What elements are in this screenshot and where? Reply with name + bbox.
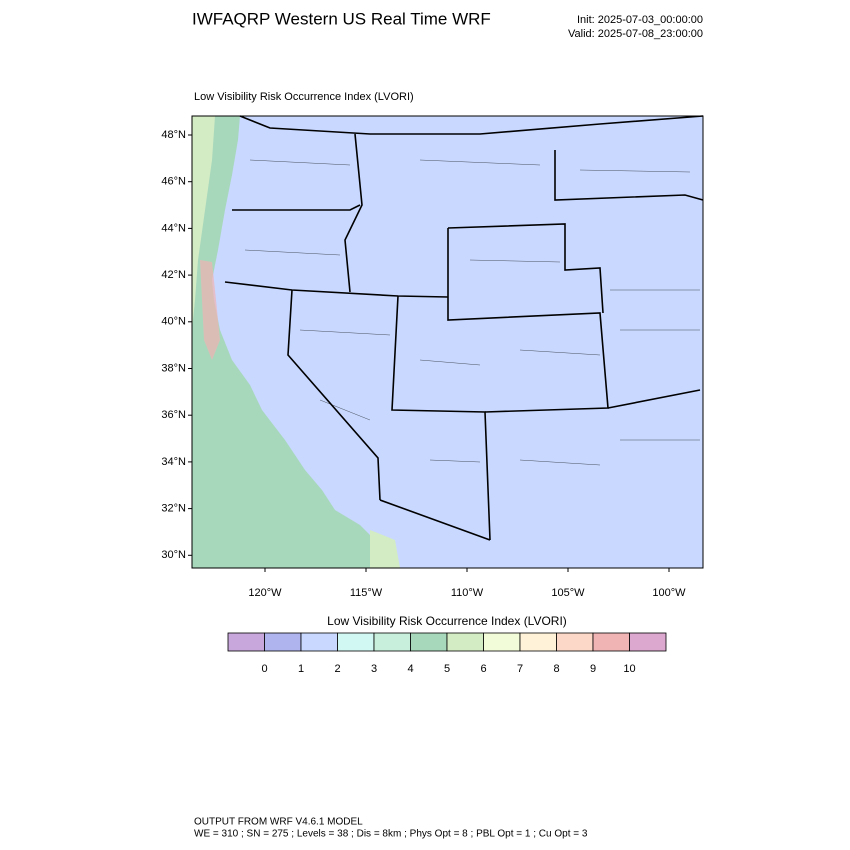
- colorbar: 0 1 2 3 4 5 6 7 8 9 10: [227, 632, 667, 675]
- colorbar-label: 2: [334, 663, 340, 675]
- baja-band: [370, 530, 400, 568]
- lat-label: 42°N: [161, 269, 186, 281]
- colorbar-box: [337, 632, 375, 652]
- lon-label: 120°W: [248, 587, 282, 599]
- lat-label: 32°N: [161, 503, 186, 515]
- colorbar-label: 8: [553, 663, 559, 675]
- coastal-band: [192, 116, 215, 330]
- colorbar-label: 10: [623, 663, 635, 675]
- lat-label: 44°N: [161, 222, 186, 234]
- colorbar-label: 4: [407, 663, 413, 675]
- colorbar-label: 9: [590, 663, 596, 675]
- lat-label: 46°N: [161, 176, 186, 188]
- state-borders: [224, 115, 704, 541]
- colorbar-label: 7: [517, 663, 523, 675]
- lon-label: 110°W: [451, 587, 484, 599]
- map-subtitle: Low Visibility Risk Occurrence Index (LV…: [194, 91, 414, 103]
- footer-line: OUTPUT FROM WRF V4.6.1 MODEL: [194, 817, 363, 828]
- lat-label: 34°N: [161, 456, 186, 468]
- colorbar-box: [227, 632, 265, 652]
- title: IWFAQRP Western US Real Time WRF: [192, 9, 491, 28]
- colorbar-box: [519, 632, 557, 652]
- colorbar-box: [373, 632, 411, 652]
- colorbar-box: [264, 632, 302, 652]
- axis-labels: 48°N 46°N 44°N 42°N 40°N 38°N 36°N 34°N 32°N 30°N…: [161, 129, 686, 599]
- colorbar-box: [446, 632, 484, 652]
- colorbar-box: [556, 632, 594, 652]
- valid-time: Valid: 2025-07-08_23:00:00: [568, 28, 703, 40]
- lon-label: 100°W: [652, 587, 686, 599]
- init-time: Init: 2025-07-03_00:00:00: [577, 14, 703, 26]
- lat-label: 36°N: [161, 409, 186, 421]
- lat-label: 48°N: [161, 129, 186, 141]
- ocean-fill: [192, 116, 380, 568]
- colorbar-box: [629, 632, 667, 652]
- map-frame: [191, 115, 704, 569]
- footer-line: WE = 310 ; SN = 275 ; Levels = 38 ; Dis …: [194, 829, 588, 840]
- lon-label: 115°W: [350, 587, 383, 599]
- colorbar-label: 1: [298, 663, 304, 675]
- map: [191, 115, 704, 569]
- county-borders: [244, 159, 700, 466]
- colorbar-box: [300, 632, 338, 652]
- colorbar-box: [592, 632, 630, 652]
- colorbar-label: 3: [371, 663, 377, 675]
- lon-label: 105°W: [551, 587, 585, 599]
- colorbar-box: [410, 632, 448, 652]
- coastal-risk: [200, 260, 220, 360]
- lat-label: 38°N: [161, 362, 186, 374]
- colorbar-box: [483, 632, 521, 652]
- colorbar-label: 0: [261, 663, 267, 675]
- colorbar-label: 6: [480, 663, 486, 675]
- colorbar-title: Low Visibility Risk Occurrence Index (LV…: [327, 614, 567, 628]
- colorbar-label: 5: [444, 663, 450, 675]
- lat-label: 30°N: [161, 549, 186, 561]
- lat-label: 40°N: [161, 316, 186, 328]
